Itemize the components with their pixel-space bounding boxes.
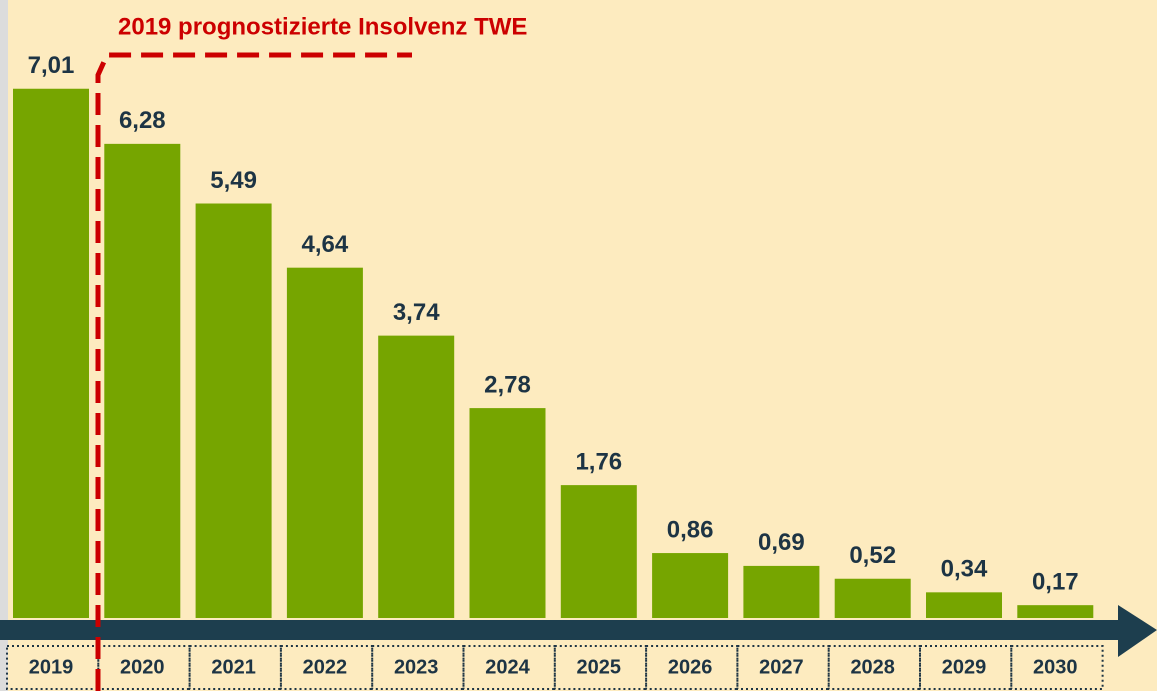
value-label: 0,17	[1032, 569, 1079, 596]
x-tick-label: 2021	[211, 656, 256, 678]
left-edge	[0, 0, 8, 691]
bar	[378, 335, 455, 618]
bar	[834, 578, 911, 618]
time-arrow	[0, 605, 1157, 657]
year-box	[462, 645, 556, 690]
year-box	[736, 645, 830, 690]
value-label: 7,01	[28, 52, 75, 79]
value-label: 3,74	[393, 299, 440, 326]
bar	[104, 143, 181, 619]
value-label: 0,34	[941, 556, 988, 583]
bar	[652, 553, 729, 618]
x-tick-label: 2025	[577, 656, 622, 678]
value-label: 4,64	[302, 231, 349, 258]
bar	[926, 592, 1002, 618]
x-tick-label: 2024	[485, 656, 530, 678]
insolvency-marker	[95, 52, 412, 691]
x-tick-label: 2028	[850, 656, 895, 678]
year-box	[371, 645, 465, 690]
value-label: 2,78	[484, 371, 531, 398]
value-label: 5,49	[210, 167, 257, 194]
x-tick-label: 2029	[942, 656, 987, 678]
year-box	[827, 645, 922, 690]
x-tick-label: 2026	[668, 656, 713, 678]
value-label: 6,28	[119, 107, 166, 134]
bar	[286, 267, 363, 618]
year-box	[553, 645, 648, 690]
value-label: 0,52	[849, 542, 896, 569]
x-tick-label: 2022	[303, 656, 348, 678]
value-label: 0,69	[758, 529, 805, 556]
x-tick-label: 2023	[394, 656, 439, 678]
x-tick-label: 2030	[1033, 656, 1078, 678]
year-box	[97, 645, 191, 690]
annotation: 2019 prognostizierte Insolvenz TWE	[118, 13, 527, 40]
bar	[13, 88, 89, 619]
year-box	[188, 645, 282, 690]
bar	[469, 408, 546, 618]
x-tick-label: 2027	[759, 656, 804, 678]
year-box	[1010, 645, 1104, 690]
bar	[743, 565, 820, 618]
year-box	[279, 645, 374, 690]
year-box	[6, 645, 100, 690]
year-box	[919, 645, 1013, 690]
x-tick-label: 2019	[29, 656, 74, 678]
bar	[195, 203, 272, 618]
value-label: 0,86	[667, 516, 714, 543]
year-box	[645, 645, 739, 690]
bar	[1017, 605, 1094, 618]
bar	[560, 485, 637, 618]
x-tick-label: 2020	[120, 656, 165, 678]
value-label: 1,76	[575, 448, 622, 475]
